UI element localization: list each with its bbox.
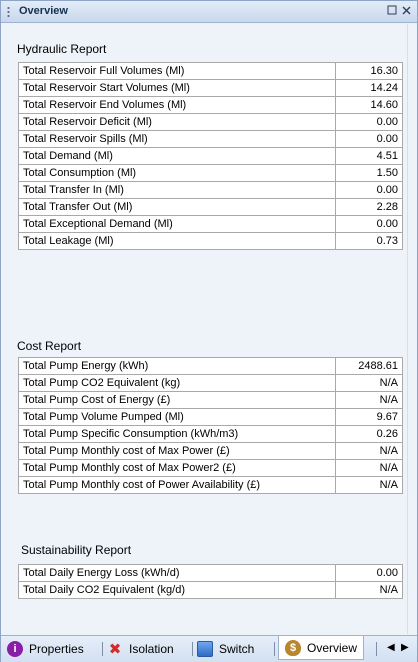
table-row: Total Exceptional Demand (Ml) 0.00: [18, 215, 403, 233]
row-value: N/A: [335, 459, 403, 477]
tab-isolation[interactable]: ✖ Isolation: [107, 638, 174, 660]
row-value: 0.00: [335, 113, 403, 131]
table-row: Total Pump Specific Consumption (kWh/m3)…: [18, 425, 403, 443]
table-row: Total Reservoir End Volumes (Ml) 14.60: [18, 96, 403, 114]
row-value: N/A: [335, 476, 403, 494]
row-label: Total Reservoir Full Volumes (Ml): [18, 62, 336, 80]
cost-report-title: Cost Report: [17, 339, 82, 353]
row-label: Total Reservoir Deficit (Ml): [18, 113, 336, 131]
table-row: Total Pump CO2 Equivalent (kg) N/A: [18, 374, 403, 392]
tab-properties[interactable]: i Properties: [7, 638, 84, 660]
row-label: Total Transfer In (Ml): [18, 181, 336, 199]
row-label: Total Exceptional Demand (Ml): [18, 215, 336, 233]
row-value: 4.51: [335, 147, 403, 165]
table-row: Total Reservoir Deficit (Ml) 0.00: [18, 113, 403, 131]
table-row: Total Pump Monthly cost of Max Power2 (£…: [18, 459, 403, 477]
sustainability-report-table: Total Daily Energy Loss (kWh/d) 0.00 Total…: [18, 564, 403, 599]
tab-label: Switch: [219, 642, 255, 656]
row-label: Total Demand (Ml): [18, 147, 336, 165]
tab-overview[interactable]: $ Overview: [278, 636, 365, 660]
tab-label: Overview: [307, 640, 358, 655]
row-label: Total Reservoir Spills (Ml): [18, 130, 336, 148]
row-label: Total Pump CO2 Equivalent (kg): [18, 374, 336, 392]
row-value: 0.00: [335, 564, 403, 582]
row-value: 14.24: [335, 79, 403, 97]
table-row: Total Demand (Ml) 4.51: [18, 147, 403, 165]
row-label: Total Pump Energy (kWh): [18, 357, 336, 375]
restore-icon[interactable]: [385, 4, 399, 18]
bottom-tab-bar: i Properties ✖ Isolation Switch $ Overvi…: [1, 635, 417, 662]
sustainability-report-title: Sustainability Report: [21, 543, 132, 557]
row-value: 0.73: [335, 232, 403, 250]
table-row: Total Leakage (Ml) 0.73: [18, 232, 403, 250]
isolation-icon: ✖: [108, 641, 122, 658]
hydraulic-report-table: Total Reservoir Full Volumes (Ml) 16.30 To…: [18, 62, 403, 250]
row-value: N/A: [335, 391, 403, 409]
row-label: Total Reservoir Start Volumes (Ml): [18, 79, 336, 97]
cost-report-table: Total Pump Energy (kWh) 2488.61 Total Pump…: [18, 357, 403, 494]
tab-scroll-left-icon[interactable]: ◀: [387, 642, 395, 653]
vertical-scrollbar[interactable]: [407, 24, 417, 634]
panel-title: Overview: [19, 5, 68, 17]
row-value: 16.30: [335, 62, 403, 80]
row-value: N/A: [335, 442, 403, 460]
tab-switch[interactable]: Switch: [197, 638, 254, 660]
table-row: Total Pump Volume Pumped (Ml) 9.67: [18, 408, 403, 426]
row-value: 0.26: [335, 425, 403, 443]
row-label: Total Daily Energy Loss (kWh/d): [18, 564, 336, 582]
tab-label: Properties: [29, 642, 84, 656]
table-row: Total Pump Cost of Energy (£) N/A: [18, 391, 403, 409]
row-value: N/A: [335, 581, 403, 599]
table-row: Total Pump Monthly cost of Power Availab…: [18, 476, 403, 494]
close-icon[interactable]: [399, 4, 413, 18]
table-row: Total Daily CO2 Equivalent (kg/d) N/A: [18, 581, 403, 599]
row-label: Total Pump Specific Consumption (kWh/m3): [18, 425, 336, 443]
row-value: 2.28: [335, 198, 403, 216]
table-row: Total Transfer Out (Ml) 2.28: [18, 198, 403, 216]
row-value: 0.00: [335, 181, 403, 199]
table-row: Total Daily Energy Loss (kWh/d) 0.00: [18, 564, 403, 582]
row-value: 0.00: [335, 215, 403, 233]
tab-label: Isolation: [129, 642, 174, 656]
table-row: Total Pump Monthly cost of Max Power (£)…: [18, 442, 403, 460]
switch-icon: [197, 641, 213, 657]
row-label: Total Pump Monthly cost of Max Power2 (£…: [18, 459, 336, 477]
table-row: Total Reservoir Full Volumes (Ml) 16.30: [18, 62, 403, 80]
row-value: N/A: [335, 374, 403, 392]
tab-scroll-right-icon[interactable]: ▶: [401, 642, 409, 653]
panel-titlebar[interactable]: Overview: [1, 1, 417, 23]
row-label: Total Transfer Out (Ml): [18, 198, 336, 216]
row-label: Total Pump Cost of Energy (£): [18, 391, 336, 409]
row-label: Total Pump Monthly cost of Max Power (£): [18, 442, 336, 460]
table-row: Total Transfer In (Ml) 0.00: [18, 181, 403, 199]
drag-grip-icon[interactable]: [7, 6, 10, 18]
row-label: Total Leakage (Ml): [18, 232, 336, 250]
table-row: Total Consumption (Ml) 1.50: [18, 164, 403, 182]
table-row: Total Reservoir Start Volumes (Ml) 14.24: [18, 79, 403, 97]
row-value: 1.50: [335, 164, 403, 182]
report-content: Hydraulic Report Total Reservoir Full Vo…: [1, 24, 407, 634]
row-label: Total Pump Monthly cost of Power Availab…: [18, 476, 336, 494]
row-value: 0.00: [335, 130, 403, 148]
row-label: Total Reservoir End Volumes (Ml): [18, 96, 336, 114]
row-label: Total Daily CO2 Equivalent (kg/d): [18, 581, 336, 599]
row-value: 2488.61: [335, 357, 403, 375]
table-row: Total Reservoir Spills (Ml) 0.00: [18, 130, 403, 148]
info-icon: i: [7, 641, 23, 657]
money-bag-icon: $: [285, 639, 301, 656]
row-value: 9.67: [335, 408, 403, 426]
row-label: Total Pump Volume Pumped (Ml): [18, 408, 336, 426]
hydraulic-report-title: Hydraulic Report: [17, 42, 107, 56]
row-value: 14.60: [335, 96, 403, 114]
table-row: Total Pump Energy (kWh) 2488.61: [18, 357, 403, 375]
row-label: Total Consumption (Ml): [18, 164, 336, 182]
